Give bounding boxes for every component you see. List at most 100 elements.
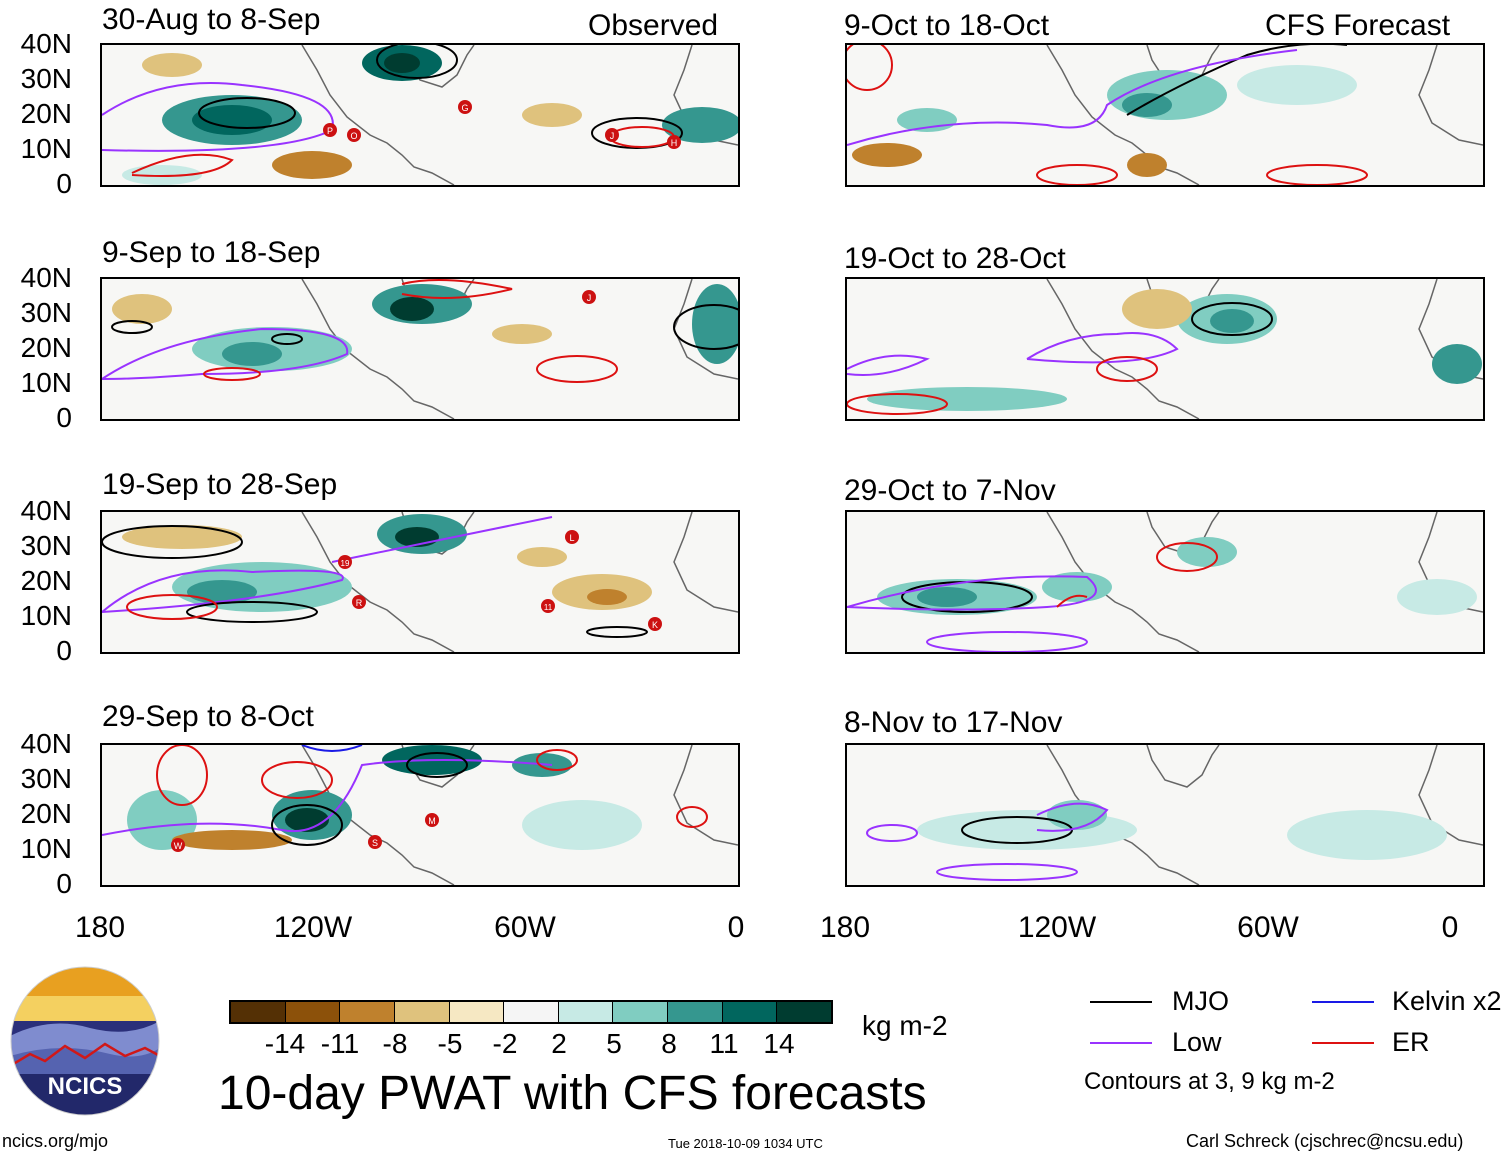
colorbar-swatch [449,1002,505,1022]
y-label: 0 [56,168,72,199]
x-label: 180 [74,911,126,944]
y-label: 40N [20,28,72,59]
x-label: 0 [727,911,745,944]
pwat-shading [122,514,652,612]
contours [102,745,708,846]
legend-line-kelvin [1312,1001,1374,1003]
map-panel-observed-4: M W S [100,743,740,887]
y-label: 40N [20,728,72,759]
panel-title-observed-1: 30-Aug to 8-Sep [102,3,321,36]
y-label: 10N [20,600,72,631]
svg-text:P: P [327,126,333,136]
y-label: 20N [20,98,72,129]
panel-tag-observed: Observed [588,9,719,42]
y-label: 40N [20,495,72,526]
legend-label-mjo: MJO [1172,986,1229,1016]
map-panel-forecast-4 [845,743,1485,887]
svg-text:L: L [569,533,574,543]
colorbar-swatch [558,1002,614,1022]
colorbar-label: -5 [437,1028,463,1059]
contours [847,302,1273,415]
storm-markers: M W S [171,813,439,852]
contours [847,45,1368,185]
colorbar-swatch [504,1002,559,1022]
y-label: 30N [20,297,72,328]
panel-title-forecast-1: 9-Oct to 18-Oct [844,9,1050,42]
svg-text:H: H [671,138,678,148]
colorbar-label: -14 [264,1028,306,1059]
y-label: 30N [20,63,72,94]
colorbar-label: 8 [661,1028,677,1059]
colorbar-label: 2 [551,1028,567,1059]
svg-text:J: J [610,131,615,141]
colorbar-swatch [777,1002,832,1022]
svg-text:W: W [174,841,183,851]
svg-text:O: O [350,131,357,141]
land-outline [301,279,738,419]
x-label: 60W [494,911,556,944]
y-label: 0 [56,868,72,899]
ncics-logo: NCICS [10,966,160,1116]
colorbar-label: -11 [320,1028,360,1059]
map-panel-forecast-1 [845,43,1485,187]
y-label: 40N [20,262,72,293]
colorbar-swatch [394,1002,450,1022]
y-label: 0 [56,635,72,666]
legend-line-low [1090,1042,1152,1044]
y-label: 20N [20,798,72,829]
x-label: 120W [273,911,353,944]
panel-title-forecast-4: 8-Nov to 17-Nov [844,706,1063,739]
footer-author: Carl Schreck (cjschrec@ncsu.edu) [1186,1131,1464,1151]
y-label: 10N [20,367,72,398]
colorbar-swatch [668,1002,723,1022]
contours [102,516,648,638]
svg-text:S: S [372,838,378,848]
svg-text:M: M [428,816,436,826]
x-label: 0 [1441,911,1459,944]
pwat-shading [852,65,1357,177]
x-label: 180 [819,911,871,944]
map-panel-observed-1: P O G J H [100,43,740,187]
contours [866,802,1109,881]
map-panel-observed-3: L 19 R 11 K [100,510,740,654]
legend-contour-note: Contours at 3, 9 kg m-2 [1084,1068,1335,1095]
colorbar-label: 5 [606,1028,622,1059]
y-label: 0 [56,402,72,433]
main-title: 10-day PWAT with CFS forecasts [218,1067,927,1120]
map-panel-forecast-3 [845,510,1485,654]
storm-markers: P O G J H [323,100,681,149]
pwat-shading [122,45,738,185]
colorbar-label: 11 [709,1028,739,1059]
land-outline [301,512,738,652]
y-label: 10N [20,833,72,864]
colorbar-label: -2 [492,1028,518,1059]
pwat-shading [877,537,1477,615]
footer-url[interactable]: ncics.org/mjo [2,1131,109,1151]
pwat-shading [867,289,1482,411]
colorbar-swatch [613,1002,669,1022]
map-panel-observed-2: J [100,277,740,421]
colorbar [229,1000,833,1024]
colorbar-swatch [340,1002,395,1022]
svg-text:G: G [461,103,468,113]
svg-text:11: 11 [544,603,553,612]
footer-timestamp: Tue 2018-10-09 1034 UTC [668,1136,823,1151]
panel-title-observed-2: 9-Sep to 18-Sep [102,236,321,269]
panel-title-forecast-2: 19-Oct to 28-Oct [844,242,1066,275]
y-label: 30N [20,763,72,794]
storm-markers: J [582,290,596,304]
legend-line-er [1312,1042,1374,1044]
legend-label-er: ER [1392,1027,1430,1057]
x-label: 120W [1017,911,1097,944]
storm-markers: L 19 R 11 K [338,530,662,631]
y-label: 30N [20,530,72,561]
colorbar-label: -8 [382,1028,408,1059]
panel-title-observed-4: 29-Sep to 8-Oct [102,700,314,733]
contours [102,279,738,383]
legend-label-kelvin: Kelvin x2 [1392,986,1502,1016]
svg-text:NCICS: NCICS [48,1073,123,1100]
pwat-shading [917,800,1447,860]
legend-label-low: Low [1172,1027,1222,1057]
map-panel-forecast-2 [845,277,1485,421]
colorbar-units: kg m-2 [862,1010,948,1041]
